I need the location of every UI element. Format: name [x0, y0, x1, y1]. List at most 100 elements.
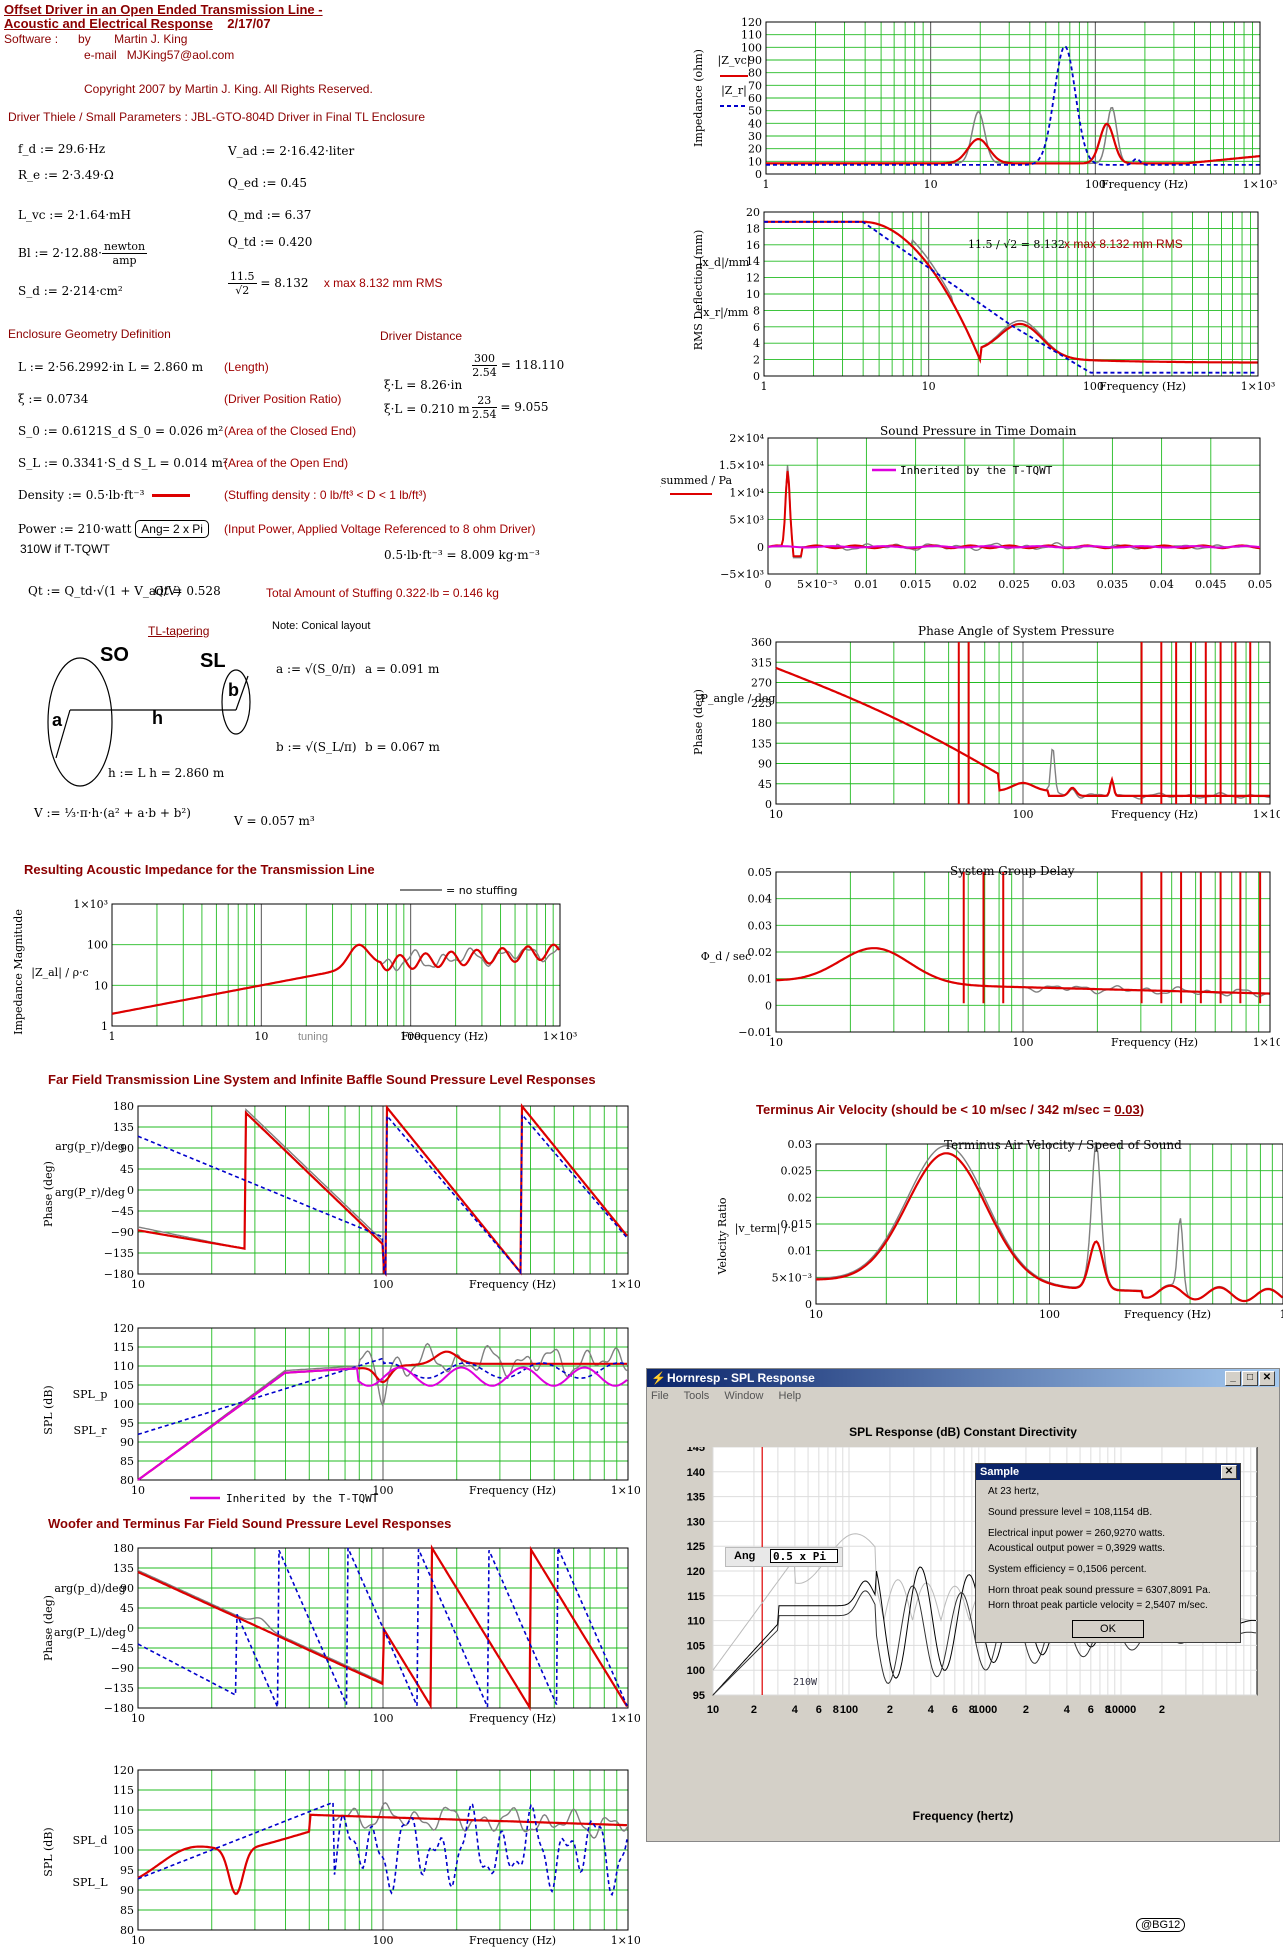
x-axis-label: Frequency (Hz): [1124, 1308, 1211, 1321]
legend-label: |Z_vc|: [718, 54, 751, 68]
y-tick-label: 180: [113, 1100, 134, 1113]
x-tick-label: 1: [1280, 1308, 1283, 1321]
legend-label: |Z_r|: [721, 84, 747, 98]
y-tick-label: −90: [111, 1226, 134, 1239]
y-tick-label: 100: [741, 41, 762, 54]
email-line: e-mail MJKing57@aol.com: [84, 48, 235, 62]
curve-red: [766, 122, 1260, 165]
section-acoustic: Resulting Acoustic Impedance for the Tra…: [24, 862, 375, 877]
y-axis-label: SPL (dB): [42, 1385, 55, 1434]
x-tick-label: 8: [1105, 1704, 1111, 1716]
curve-red: [137, 1813, 628, 1896]
menu-tools[interactable]: Tools: [683, 1390, 710, 1402]
ok-button[interactable]: OK: [1072, 1620, 1144, 1638]
x-tick-label: 100: [1013, 1036, 1034, 1049]
x-tick-label: 4: [928, 1704, 935, 1716]
y-tick-label: −5×10³: [720, 568, 764, 581]
close-icon[interactable]: ✕: [1259, 1371, 1275, 1386]
y-tick-label: 0: [755, 168, 762, 181]
dialog-line: System efficiency = 0,1506 percent.: [988, 1564, 1147, 1575]
y-tick-label: 0.04: [748, 893, 773, 906]
x-tick-label: 1×10³: [1241, 380, 1276, 393]
y-tick-label: 6: [753, 321, 760, 334]
doc-date: 2/17/07: [227, 16, 271, 31]
y-tick-label: 95: [120, 1864, 134, 1877]
x-tick-label: 100: [1039, 1308, 1060, 1321]
x-tick-label: 10: [131, 1278, 145, 1291]
y-tick-label: 125: [687, 1541, 705, 1553]
y-tick-label: 270: [751, 677, 772, 690]
x-tick-label: 1×10³: [543, 1030, 578, 1043]
y-tick-label: 120: [741, 16, 762, 29]
y-axis-label: Impedance Magnitude: [12, 909, 25, 1035]
x-axis-label: Frequency (Hz): [469, 1484, 556, 1497]
x-tick-label: 2: [1023, 1704, 1029, 1716]
x-tick-label: 10: [924, 178, 938, 191]
y-tick-label: 80: [120, 1474, 134, 1487]
y-tick-label: 110: [741, 29, 762, 42]
y-tick-label: 135: [113, 1121, 134, 1134]
plot-frame: [137, 1547, 629, 1709]
y-tick-label: 90: [120, 1582, 134, 1595]
curve-red: [816, 1152, 1283, 1303]
acoustic-impedance-chart: 1×10³ 100 10 11 10 100 1×10³ Frequency (Hz) Impe…: [12, 884, 578, 1043]
phase-angle-chart: 360 315 270 225 180 135 90 45 010 100 1×10³ Frequen…: [692, 636, 1280, 821]
x-tick-label: 10000: [1106, 1704, 1137, 1716]
y-tick-label: −180: [104, 1702, 134, 1715]
email-link[interactable]: MJKing57@aol.com: [126, 48, 235, 62]
ang-box[interactable]: Ang= 2 x Pi: [135, 520, 209, 538]
y-tick-label: 10: [94, 979, 108, 992]
curve-magenta: [137, 1366, 628, 1481]
hornresp-heading: SPL Response (dB) Constant Directivity: [849, 1425, 1077, 1439]
y-axis-label: Phase (deg): [42, 1161, 55, 1227]
ang-label: Ang: [734, 1550, 756, 1562]
menu-file[interactable]: File: [651, 1390, 669, 1402]
plot-frame: [765, 21, 1261, 175]
y-tick-label: 10: [746, 288, 760, 301]
plot-frame: [775, 871, 1271, 1033]
label-h: h: [152, 708, 163, 728]
x-tick-label: 0.02: [953, 578, 978, 591]
x-axis-label: Frequency (Hz): [469, 1934, 556, 1947]
x-tick-label: 0.04: [1149, 578, 1174, 591]
x-axis-label: Frequency (Hz): [1101, 178, 1188, 191]
tl-taper-diagram: [47, 657, 251, 787]
y-tick-label: 5×10⁻³: [772, 1271, 812, 1284]
ang-input[interactable]: 0.5 x Pi: [770, 1549, 838, 1563]
y-tick-label: 10: [748, 155, 762, 168]
y-tick-label: 45: [120, 1602, 134, 1615]
curve-blue: [764, 220, 1258, 374]
y-tick-label: 315: [751, 656, 772, 669]
tl-tapering-link[interactable]: TL-tapering: [148, 624, 210, 638]
lightning-icon: ⚡: [651, 1371, 666, 1385]
y-tick-label: 45: [120, 1163, 134, 1176]
eq-L: L := 2·56.2992·in L = 2.860 m: [18, 360, 204, 374]
section-farfield: Far Field Transmission Line System and I…: [48, 1072, 596, 1087]
minimize-button[interactable]: _: [1225, 1371, 1241, 1386]
dialog-close-icon[interactable]: ✕: [1221, 1465, 1237, 1479]
y-tick-label: 60: [748, 92, 762, 105]
y-tick-label: 225: [751, 697, 772, 710]
y-tick-label: 90: [120, 1884, 134, 1897]
y-tick-label: 140: [687, 1467, 705, 1479]
eq-re: R_e := 2·3.49·Ω: [18, 168, 114, 182]
velocity-chart-title: Terminus Air Velocity / Speed of Sound: [944, 1138, 1182, 1152]
stuffing-total: Total Amount of Stuffing 0.322·lb = 0.14…: [266, 586, 499, 600]
doc-title-line2: Acoustic and Electrical Response 2/17/07: [4, 16, 271, 31]
curve-red: [764, 220, 1258, 364]
y-tick-label: 85: [120, 1455, 134, 1468]
geometry-heading: Enclosure Geometry Definition: [8, 327, 171, 341]
maximize-button[interactable]: □: [1242, 1371, 1258, 1386]
eq-b: b := √(S_L/π): [276, 740, 357, 754]
y-tick-label: 95: [693, 1690, 705, 1702]
y-tick-label: −180: [104, 1268, 134, 1281]
menu-help[interactable]: Help: [778, 1390, 802, 1402]
menu-window[interactable]: Window: [724, 1390, 764, 1402]
y-axis-label: P_summed / Pa: [660, 474, 733, 487]
y-tick-label: 110: [113, 1804, 134, 1817]
x-axis-label: Frequency (Hz): [469, 1278, 556, 1291]
x-tick-label: 1×10³: [1243, 178, 1278, 191]
curve-red: [775, 947, 1270, 995]
x-tick-label: 4: [1064, 1704, 1071, 1716]
plot-frame: [775, 641, 1271, 805]
